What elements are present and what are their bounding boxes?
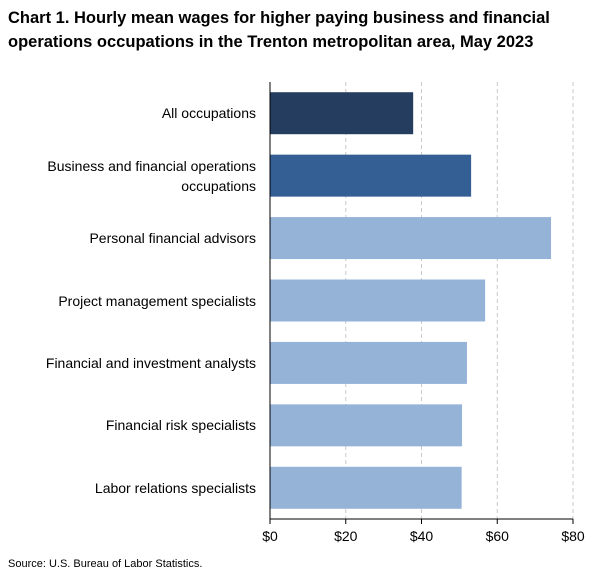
- y-tick-label: Project management specialists: [58, 292, 256, 309]
- y-tick-label: Financial and investment analysts: [45, 354, 256, 371]
- x-tick-label: $20: [334, 528, 358, 544]
- y-tick-label: Labor relations specialists: [94, 479, 256, 496]
- y-tick-label: Business and financial operations occupa…: [47, 157, 256, 194]
- bar: [270, 154, 472, 197]
- bar: [270, 279, 486, 322]
- y-tick-label: Financial risk specialists: [105, 417, 256, 434]
- source-note: Source: U.S. Bureau of Labor Statistics.: [8, 558, 203, 570]
- x-tick-label: $40: [410, 528, 434, 544]
- y-tick-label: All occupations: [161, 105, 256, 122]
- y-tick-label: Personal financial advisors: [89, 230, 256, 247]
- bar: [270, 217, 552, 260]
- x-tick-label: $0: [262, 528, 278, 544]
- bar: [270, 92, 414, 135]
- bar: [270, 404, 463, 447]
- bar: [270, 466, 462, 509]
- x-tick-label: $80: [561, 528, 585, 544]
- x-tick-label: $60: [486, 528, 510, 544]
- chart-title: Chart 1. Hourly mean wages for higher pa…: [8, 9, 550, 51]
- bar: [270, 341, 467, 384]
